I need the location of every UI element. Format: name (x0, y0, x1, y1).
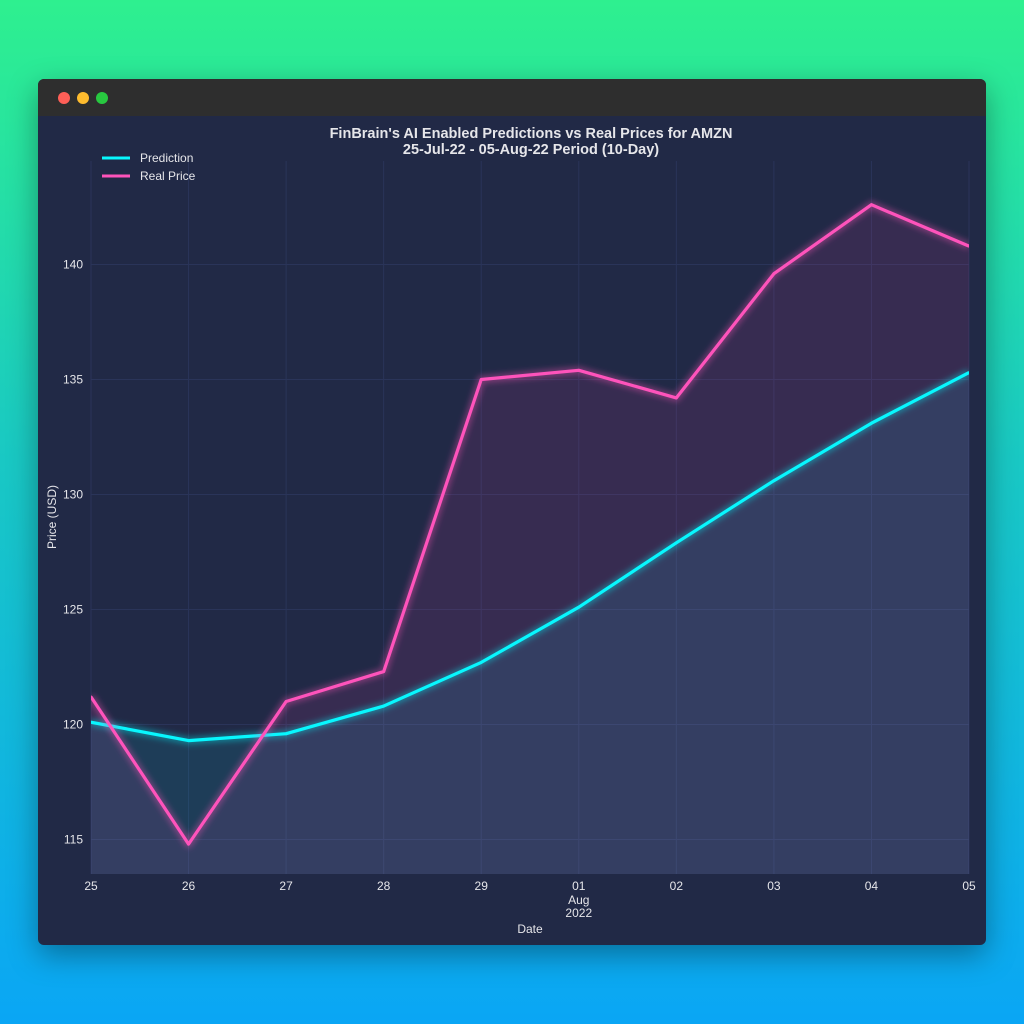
y-tick-label: 125 (63, 603, 83, 617)
prediction-point (187, 739, 190, 742)
x-tick-sublabel: Aug (568, 893, 589, 907)
prediction-point (577, 605, 581, 609)
legend: Prediction Real Price (102, 151, 196, 183)
minimize-window-icon[interactable] (77, 92, 89, 104)
real-price-line (91, 203, 969, 846)
real-price-point (967, 244, 969, 248)
x-tick-label: 04 (865, 879, 879, 893)
x-tick-label: 29 (475, 879, 489, 893)
x-tick-label: 02 (670, 879, 684, 893)
prediction-point (674, 541, 678, 545)
real-price-point (284, 700, 288, 703)
x-tick-sublabel: 2022 (565, 906, 592, 920)
prediction-point (479, 661, 483, 664)
real-price-point (91, 695, 93, 699)
real-price-area (91, 204, 969, 874)
prediction-point (382, 704, 386, 708)
prediction-point (772, 479, 776, 483)
real-price-point (674, 396, 678, 400)
x-tick-label: 03 (767, 879, 781, 893)
window-titlebar (38, 79, 986, 116)
real-price-point (772, 272, 776, 276)
y-axis-label: Price (USD) (45, 485, 59, 549)
x-tick-label: 01 (572, 879, 586, 893)
real-price-point (187, 842, 190, 846)
prediction-point (91, 720, 93, 724)
y-tick-label: 140 (63, 258, 83, 272)
maximize-window-icon[interactable] (96, 92, 108, 104)
real-price-point (870, 203, 873, 207)
y-tick-label: 120 (63, 718, 83, 732)
grid-lines (90, 161, 970, 874)
legend-prediction-label: Prediction (140, 151, 193, 165)
chart-canvas: 115 120 125 130 135 140 25 26 27 28 29 01 02 03 04 05 Au… (45, 126, 976, 936)
x-tick-label: 26 (182, 879, 196, 893)
prediction-point (870, 421, 873, 425)
chart-window: 115 120 125 130 135 140 25 26 27 28 29 01 02 03 04 05 Au… (38, 79, 986, 945)
real-price-point (577, 368, 581, 372)
real-price-point (479, 378, 483, 381)
legend-real-price-label: Real Price (140, 169, 196, 183)
x-tick-label: 28 (377, 879, 391, 893)
prediction-point (284, 732, 288, 736)
chart-title: FinBrain's AI Enabled Predictions vs Rea… (330, 126, 733, 142)
series-lines (91, 200, 969, 849)
y-tick-label: 135 (63, 373, 83, 387)
x-axis-label: Date (517, 922, 543, 936)
prediction-point (967, 371, 969, 374)
y-tick-label: 115 (64, 833, 83, 847)
close-window-icon[interactable] (58, 92, 70, 104)
real-price-point (382, 670, 386, 673)
chart-subtitle: 25-Jul-22 - 05-Aug-22 Period (10-Day) (403, 142, 659, 158)
x-tick-label: 27 (279, 879, 293, 893)
y-tick-label: 130 (63, 488, 83, 502)
area-fills (91, 204, 969, 874)
axis-ticks: 115 120 125 130 135 140 25 26 27 28 29 01 02 03 04 05 Au… (63, 258, 976, 921)
x-tick-label: 05 (962, 879, 976, 893)
x-tick-label: 25 (84, 879, 98, 893)
prediction-line (91, 371, 969, 743)
